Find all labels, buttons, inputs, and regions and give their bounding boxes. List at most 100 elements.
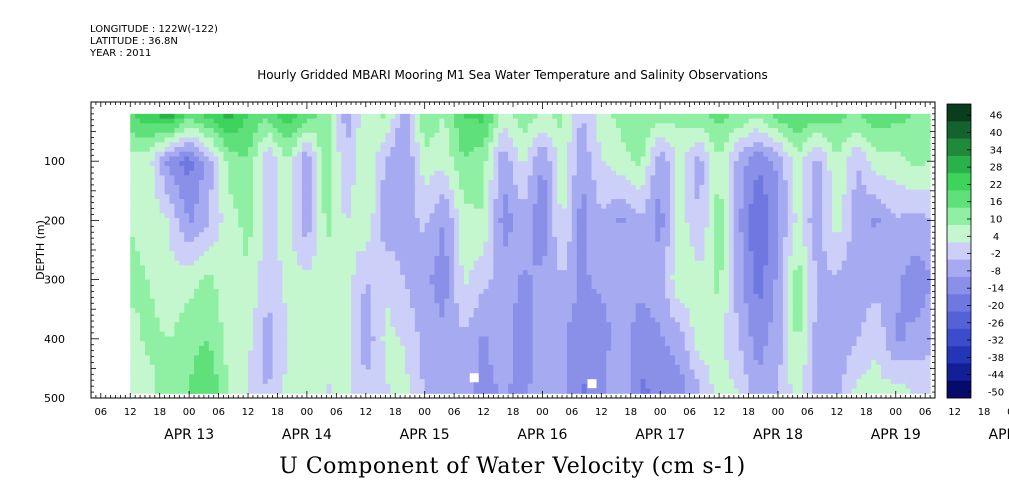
heatmap-cell xyxy=(434,355,440,361)
heatmap-cell xyxy=(331,189,337,195)
heatmap-cell xyxy=(405,213,411,219)
heatmap-cell xyxy=(527,123,534,129)
heatmap-cell xyxy=(179,199,185,205)
heatmap-cell xyxy=(311,194,318,200)
heatmap-cell xyxy=(444,255,450,262)
heatmap-cell xyxy=(297,146,303,153)
heatmap-cell xyxy=(346,355,352,361)
heatmap-cell xyxy=(154,241,161,248)
heatmap-cell xyxy=(503,137,509,143)
heatmap-cell xyxy=(527,284,534,290)
heatmap-cell xyxy=(302,279,308,285)
heatmap-cell xyxy=(424,218,431,224)
heatmap-cell xyxy=(498,274,504,281)
heatmap-cell xyxy=(189,289,195,295)
heatmap-cell xyxy=(468,312,475,319)
heatmap-cell xyxy=(341,123,347,129)
heatmap-cell xyxy=(277,374,283,380)
heatmap-cell xyxy=(542,118,548,124)
heatmap-cell xyxy=(243,274,249,281)
heatmap-cell xyxy=(503,199,509,205)
heatmap-cell xyxy=(277,289,283,295)
heatmap-cell xyxy=(311,374,318,380)
heatmap-cell xyxy=(292,165,298,172)
heatmap-cell xyxy=(414,336,421,342)
heatmap-cell xyxy=(243,350,249,356)
heatmap-cell xyxy=(473,355,480,361)
heatmap-cell xyxy=(346,369,352,375)
heatmap-cell xyxy=(365,279,372,285)
heatmap-cell xyxy=(135,184,141,191)
heatmap-cell xyxy=(326,374,333,380)
heatmap-cell xyxy=(316,151,323,158)
heatmap-cell xyxy=(351,270,357,276)
heatmap-cell xyxy=(154,213,161,219)
heatmap-cell xyxy=(331,246,337,252)
heatmap-cell xyxy=(321,156,328,162)
heatmap-cell xyxy=(449,132,455,139)
heatmap-cell xyxy=(532,312,539,319)
heatmap-cell xyxy=(390,364,396,371)
heatmap-cell xyxy=(316,293,323,300)
heatmap-cell xyxy=(262,161,269,167)
heatmap-cell xyxy=(262,218,269,224)
heatmap-cell xyxy=(449,180,455,186)
heatmap-cell xyxy=(414,146,421,153)
heatmap-cell xyxy=(277,251,283,257)
heatmap-cell xyxy=(473,118,480,124)
heatmap-cell xyxy=(223,350,229,356)
heatmap-cell xyxy=(302,265,308,271)
heatmap-cell xyxy=(302,345,308,352)
heatmap-cell xyxy=(517,251,524,257)
heatmap-cell xyxy=(498,255,504,262)
heatmap-cell xyxy=(503,345,509,352)
heatmap-cell xyxy=(164,118,171,124)
heatmap-cell xyxy=(537,227,544,233)
heatmap-cell xyxy=(198,374,205,380)
heatmap-cell xyxy=(522,132,529,139)
heatmap-cell xyxy=(233,336,239,342)
heatmap-cell xyxy=(355,118,362,124)
heatmap-cell xyxy=(272,113,279,120)
heatmap-cell xyxy=(390,222,396,229)
heatmap-cell xyxy=(454,388,460,394)
heatmap-cell xyxy=(248,165,254,172)
heatmap-cell xyxy=(287,165,293,172)
heatmap-cell xyxy=(405,227,411,233)
heatmap-cell xyxy=(243,222,249,229)
heatmap-cell xyxy=(351,218,357,224)
heatmap-cell xyxy=(135,284,141,290)
heatmap-cell xyxy=(449,360,455,366)
heatmap-cell xyxy=(375,326,382,333)
heatmap-cell xyxy=(449,156,455,162)
heatmap-cell xyxy=(198,113,205,120)
heatmap-cell xyxy=(517,142,524,148)
heatmap-cell xyxy=(198,260,205,266)
heatmap-cell xyxy=(449,341,455,347)
heatmap-cell xyxy=(321,326,328,333)
heatmap-cell xyxy=(194,345,200,352)
heatmap-cell xyxy=(311,184,318,191)
heatmap-cell xyxy=(468,241,475,248)
heatmap-cell xyxy=(282,175,288,181)
heatmap-cell xyxy=(405,251,411,257)
heatmap-cell xyxy=(385,355,391,361)
heatmap-cell xyxy=(159,251,166,257)
heatmap-cell xyxy=(282,317,288,323)
heatmap-cell xyxy=(144,232,151,238)
heatmap-cell xyxy=(463,142,470,148)
heatmap-cell xyxy=(473,123,480,129)
heatmap-cell xyxy=(135,255,141,262)
heatmap-cell xyxy=(233,189,239,195)
heatmap-cell xyxy=(144,270,151,276)
heatmap-cell xyxy=(208,345,215,352)
heatmap-cell xyxy=(493,170,499,177)
heatmap-cell xyxy=(154,336,161,342)
heatmap-cell xyxy=(326,123,333,129)
heatmap-cell xyxy=(346,208,352,214)
heatmap-cell xyxy=(213,265,220,271)
heatmap-cell xyxy=(144,255,151,262)
heatmap-cell xyxy=(508,341,514,347)
heatmap-cell xyxy=(473,260,480,266)
heatmap-cell xyxy=(149,364,156,371)
